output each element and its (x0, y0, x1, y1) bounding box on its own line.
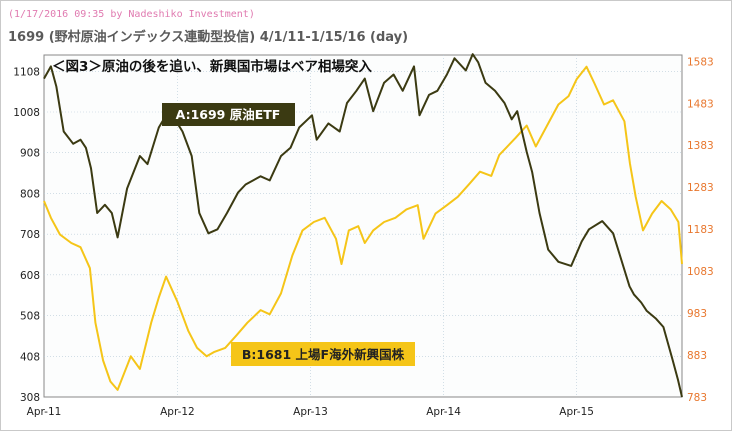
y-tick-label-left: 408 (20, 351, 40, 363)
legend-a: A:1699 原油ETF (162, 103, 295, 126)
x-tick-label: Apr-12 (160, 406, 195, 418)
y-tick-label-right: 1483 (687, 98, 714, 110)
series-b-line (43, 65, 683, 391)
y-tick-label-right: 1183 (687, 224, 714, 236)
y-tick-label-left: 708 (20, 229, 40, 241)
y-tick-label-left: 308 (20, 392, 40, 404)
y-tick-label-left: 608 (20, 270, 40, 282)
series-a-group (43, 53, 683, 398)
x-tick-label: Apr-15 (559, 406, 594, 418)
y-tick-label-left: 908 (20, 148, 40, 160)
series-a-line (43, 53, 683, 398)
y-tick-label-left: 1008 (13, 107, 40, 119)
axes: 308 408 508 608 708 808 908 1008 1108 783 883 983 10… (13, 56, 713, 418)
legend-a-box (162, 103, 295, 126)
x-tick-label: Apr-14 (426, 406, 461, 418)
y-tick-label-left: 808 (20, 188, 40, 200)
y-tick-label-left: 508 (20, 311, 40, 323)
legend-b-box (231, 342, 415, 366)
timestamp-credit: (1/17/2016 09:35 by Nadeshiko Investment… (8, 9, 255, 20)
chart-heading: ＜図3＞原油の後を追い、新興国市場はベア相場突入 (52, 58, 372, 75)
y-tick-label-right: 883 (687, 350, 707, 362)
legend-b-label: B:1681 上場F海外新興国株 (242, 347, 405, 362)
x-tick-label: Apr-11 (27, 406, 62, 418)
y-tick-label-right: 1283 (687, 182, 714, 194)
y-tick-label-right: 983 (687, 308, 707, 320)
y-tick-label-right: 1583 (687, 56, 714, 68)
legend-a-label: A:1699 原油ETF (176, 107, 281, 122)
series-b-group (43, 65, 683, 391)
y-tick-label-right: 1083 (687, 266, 714, 278)
x-tick-label: Apr-13 (293, 406, 328, 418)
gridlines (44, 55, 682, 397)
legend-b: B:1681 上場F海外新興国株 (231, 342, 415, 366)
y-tick-label-left: 1108 (13, 66, 40, 78)
y-tick-label-right: 783 (687, 392, 707, 404)
chart-title: 1699 (野村原油インデックス連動型投信) 4/1/11-1/15/16 (d… (8, 30, 409, 45)
y-tick-label-right: 1383 (687, 140, 714, 152)
